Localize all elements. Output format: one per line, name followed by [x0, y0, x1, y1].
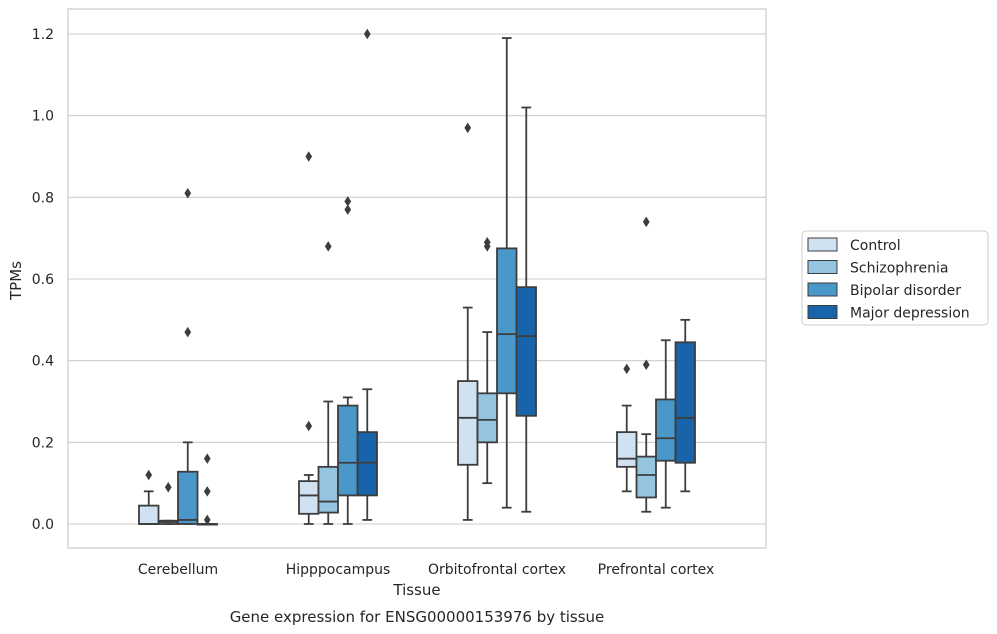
x-tick-label: Hipppocampus [286, 562, 391, 578]
legend-frame [801, 230, 989, 326]
outlier-point [184, 188, 192, 199]
box-bipolar-disorder-0 [177, 188, 199, 525]
y-axis-label: TPMs [7, 261, 25, 301]
box-major-depression-1 [356, 28, 378, 521]
outlier-point [184, 326, 192, 338]
legend: Control Schizophrenia Bipolar disorder Majo… [801, 230, 989, 326]
y-tick-label: 0.0 [32, 517, 54, 533]
box-groups [138, 28, 696, 526]
box [138, 504, 160, 525]
outlier-point [642, 359, 650, 370]
outlier-point [203, 453, 211, 464]
y-tick-label: 0.4 [32, 354, 54, 370]
box [317, 465, 339, 514]
box-control-3 [616, 363, 638, 493]
outlier-point [464, 122, 472, 134]
legend-swatch [807, 260, 838, 274]
outlier-point [305, 420, 313, 432]
box [177, 470, 199, 525]
y-axis-ticks: 0.0 0.2 0.4 0.6 0.8 1.0 1.2 [32, 27, 54, 533]
box-major-depression-3 [674, 318, 696, 493]
legend-swatch [807, 237, 838, 252]
box [655, 398, 677, 462]
x-axis-ticks: Cerebellum Hipppocampus Orbitofrontal cort… [138, 562, 714, 578]
outlier-point [483, 237, 491, 248]
outlier-point [324, 241, 332, 252]
box-schizophrenia-2 [476, 237, 498, 485]
box [616, 431, 638, 468]
outlier-point [642, 216, 650, 228]
y-tick-label: 0.8 [32, 190, 54, 206]
outlier-point [164, 482, 172, 493]
outlier-point [344, 204, 352, 215]
legend-label: Major depression [850, 306, 970, 322]
box-schizophrenia-3 [635, 216, 657, 513]
legend-label: Control [850, 238, 901, 254]
y-tick-label: 1.0 [32, 109, 54, 125]
box [515, 286, 537, 417]
box-control-1 [298, 151, 320, 525]
outlier-point [203, 486, 211, 497]
box [337, 404, 359, 497]
outlier-point [623, 363, 631, 375]
legend-label: Schizophrenia [850, 261, 948, 277]
x-tick-label: Orbitofrontal cortex [428, 562, 566, 578]
y-tick-label: 0.2 [32, 435, 54, 451]
box [356, 431, 378, 497]
box-major-depression-2 [515, 106, 537, 513]
box-major-depression-0 [196, 453, 218, 526]
legend-swatch [807, 305, 838, 319]
box [496, 247, 518, 395]
box [674, 341, 696, 464]
x-tick-label: Cerebellum [138, 562, 218, 578]
chart-caption: Gene expression for ENSG00000153976 by t… [230, 608, 605, 626]
legend-swatch [807, 282, 838, 297]
box-control-0 [138, 469, 160, 525]
outlier-point [344, 196, 352, 207]
outlier-point [203, 514, 211, 526]
legend-label: Bipolar disorder [850, 283, 961, 299]
outlier-point [305, 151, 313, 162]
box [298, 480, 320, 515]
outlier-point [145, 469, 153, 481]
plot-frame [67, 8, 767, 549]
y-tick-label: 1.2 [32, 27, 54, 43]
box [457, 380, 479, 466]
outlier-point [363, 28, 371, 40]
box [635, 455, 657, 499]
box [476, 392, 498, 444]
y-tick-label: 0.6 [32, 272, 54, 288]
box-bipolar-disorder-2 [496, 37, 518, 509]
x-axis-label: Tissue [392, 581, 440, 599]
x-tick-label: Prefrontal cortex [598, 562, 715, 578]
